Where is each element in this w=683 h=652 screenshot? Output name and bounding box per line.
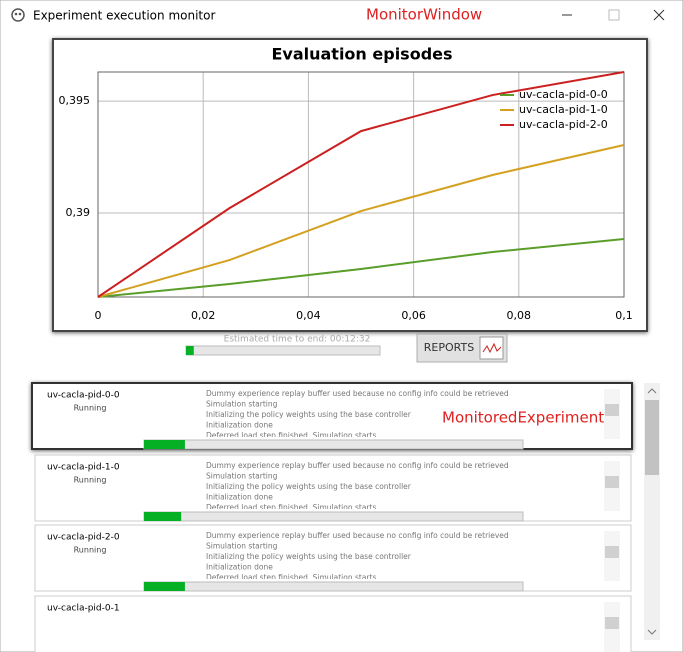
progress-track xyxy=(143,511,524,522)
annotation: MonitoredExperiment xyxy=(442,409,604,427)
x-tick-label: 0,06 xyxy=(401,309,426,322)
experiment-item xyxy=(34,524,632,592)
log-scroll-thumb xyxy=(605,404,619,416)
experiment-item xyxy=(34,595,632,652)
series-line xyxy=(97,144,625,298)
experiment-name: uv-cacla-pid-0-1 xyxy=(47,604,120,614)
progress-fill xyxy=(144,582,185,591)
experiment-log: Dummy experience replay buffer used beca… xyxy=(206,531,509,582)
experiment-name: uv-cacla-pid-2-0 xyxy=(47,533,120,543)
y-tick-label: 0,39 xyxy=(66,206,91,219)
progress-fill xyxy=(144,440,185,449)
log-line: Simulation starting xyxy=(206,400,278,409)
log-line: Initializing the policy weights using th… xyxy=(206,410,412,419)
legend-label: uv-cacla-pid-0-0 xyxy=(519,88,608,101)
annotation: MonitorWindow xyxy=(366,6,482,24)
experiment-status: Running xyxy=(74,476,107,485)
log-line: Simulation starting xyxy=(206,472,278,481)
series-line xyxy=(97,71,625,298)
experiment-status: Running xyxy=(74,546,107,555)
progress-label: Estimated time to end: 00:12:32 xyxy=(224,335,371,345)
log-scroll-thumb xyxy=(605,617,619,629)
scroll-thumb[interactable] xyxy=(645,400,659,475)
x-tick-label: 0,02 xyxy=(191,309,216,322)
log-line: Deferred load step finished. Simulation … xyxy=(206,431,379,440)
experiment-log: Dummy experience replay buffer used beca… xyxy=(206,461,509,512)
log-line: Dummy experience replay buffer used beca… xyxy=(206,461,509,470)
progress-track xyxy=(143,439,524,450)
experiment-item xyxy=(31,382,633,450)
reports-icon xyxy=(482,342,502,354)
log-line: Dummy experience replay buffer used beca… xyxy=(206,389,509,398)
chart-title: Evaluation episodes xyxy=(271,45,452,64)
close-button[interactable] xyxy=(653,9,665,21)
x-tick-label: 0,1 xyxy=(615,309,633,322)
y-tick-label: 0,395 xyxy=(59,94,91,107)
progress-track xyxy=(143,581,524,592)
log-line: Initialization done xyxy=(206,563,273,572)
maximize-button[interactable] xyxy=(608,9,620,21)
button-label: REPORTS xyxy=(424,341,474,354)
log-line: Initialization done xyxy=(206,421,273,430)
window-title: Experiment execution monitor xyxy=(33,9,215,23)
log-line: Initializing the policy weights using th… xyxy=(206,482,412,491)
log-line: Initializing the policy weights using th… xyxy=(206,552,412,561)
log-line: Dummy experience replay buffer used beca… xyxy=(206,531,509,540)
progress-fill xyxy=(144,512,182,521)
log-line: Deferred load step finished. Simulation … xyxy=(206,503,379,512)
x-tick-label: 0 xyxy=(95,309,102,322)
plot-area: 0 0,02 0,04 0,06 0,08 0,1 0,39 0,395 uv-cacla-pi… xyxy=(59,71,633,322)
experiment-name: uv-cacla-pid-0-0 xyxy=(47,391,120,401)
x-tick-label: 0,04 xyxy=(296,309,321,322)
experiment-status: Running xyxy=(74,404,107,413)
axes-frame xyxy=(97,71,625,298)
experiment-list: uv-cacla-pid-0-0 Running Dummy experience … xyxy=(31,382,633,652)
log-line: Deferred load step finished. Simulation … xyxy=(206,573,379,582)
log-line: Simulation starting xyxy=(206,542,278,551)
legend-label: uv-cacla-pid-2-0 xyxy=(519,118,608,131)
progress-track xyxy=(185,345,381,356)
app-icon xyxy=(11,8,25,22)
experiment-log: Dummy experience replay buffer used beca… xyxy=(206,389,509,440)
progress-fill xyxy=(186,346,194,355)
log-scroll-thumb xyxy=(605,546,619,558)
legend-label: uv-cacla-pid-1-0 xyxy=(519,103,608,116)
experiment-item xyxy=(34,454,632,522)
log-line: Initialization done xyxy=(206,493,273,502)
log-scroll-thumb xyxy=(605,476,619,488)
series-line xyxy=(97,238,625,298)
experiment-name: uv-cacla-pid-1-0 xyxy=(47,463,120,473)
x-tick-label: 0,08 xyxy=(507,309,532,322)
scroll-arrows[interactable] xyxy=(647,388,657,635)
